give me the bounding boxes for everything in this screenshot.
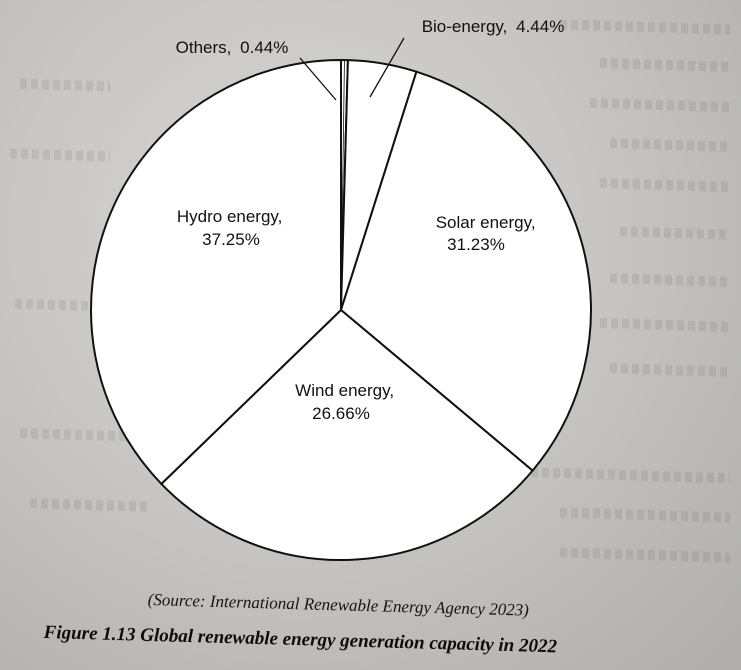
pie-slices (90, 59, 592, 561)
label-wind-energy-name: Wind energy, (295, 381, 394, 400)
label-hydro-energy-value: 37.25% (202, 230, 260, 249)
pie-labels: Others, 0.44% Bio-energy, 4.44% Solar en… (176, 17, 565, 423)
label-solar-energy: Solar energy, 31.23% (436, 213, 541, 254)
label-hydro-energy: Hydro energy, 37.25% (177, 207, 287, 249)
label-others-name: Others, (176, 38, 232, 57)
label-solar-energy-name: Solar energy, (436, 213, 536, 232)
pie-slice-hydro-energy (90, 59, 342, 485)
label-others-value: 0.44% (240, 38, 288, 57)
label-bio-energy-value: 4.44% (516, 17, 564, 36)
label-wind-energy: Wind energy, 26.66% (295, 381, 399, 423)
others-leader-line (299, 57, 337, 101)
bio-energy-leader-line (369, 37, 405, 98)
label-hydro-energy-name: Hydro energy, (177, 207, 283, 226)
label-wind-energy-value: 26.66% (312, 404, 370, 423)
label-bio-energy-name: Bio-energy, (422, 17, 508, 36)
pie-chart: Others, 0.44% Bio-energy, 4.44% Solar en… (90, 17, 592, 561)
pie-slice-wind-energy (160, 309, 534, 561)
others-slice-inner-rule (340, 60, 345, 311)
pie-slice-solar-energy (340, 70, 592, 472)
label-solar-energy-value: 31.23% (447, 235, 505, 254)
label-bio-energy: Bio-energy, 4.44% (422, 17, 565, 36)
label-others: Others, 0.44% (176, 38, 289, 57)
